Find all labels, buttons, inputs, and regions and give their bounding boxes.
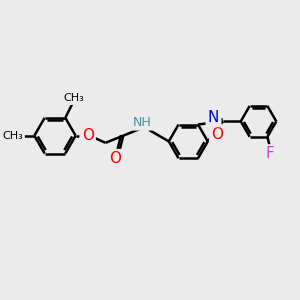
Text: N: N [208,110,219,125]
Text: CH₃: CH₃ [2,131,23,141]
Text: O: O [211,127,223,142]
Text: O: O [110,151,122,166]
Text: NH: NH [133,116,152,129]
Text: CH₃: CH₃ [64,93,84,103]
Text: F: F [266,146,275,161]
Text: O: O [82,128,94,143]
